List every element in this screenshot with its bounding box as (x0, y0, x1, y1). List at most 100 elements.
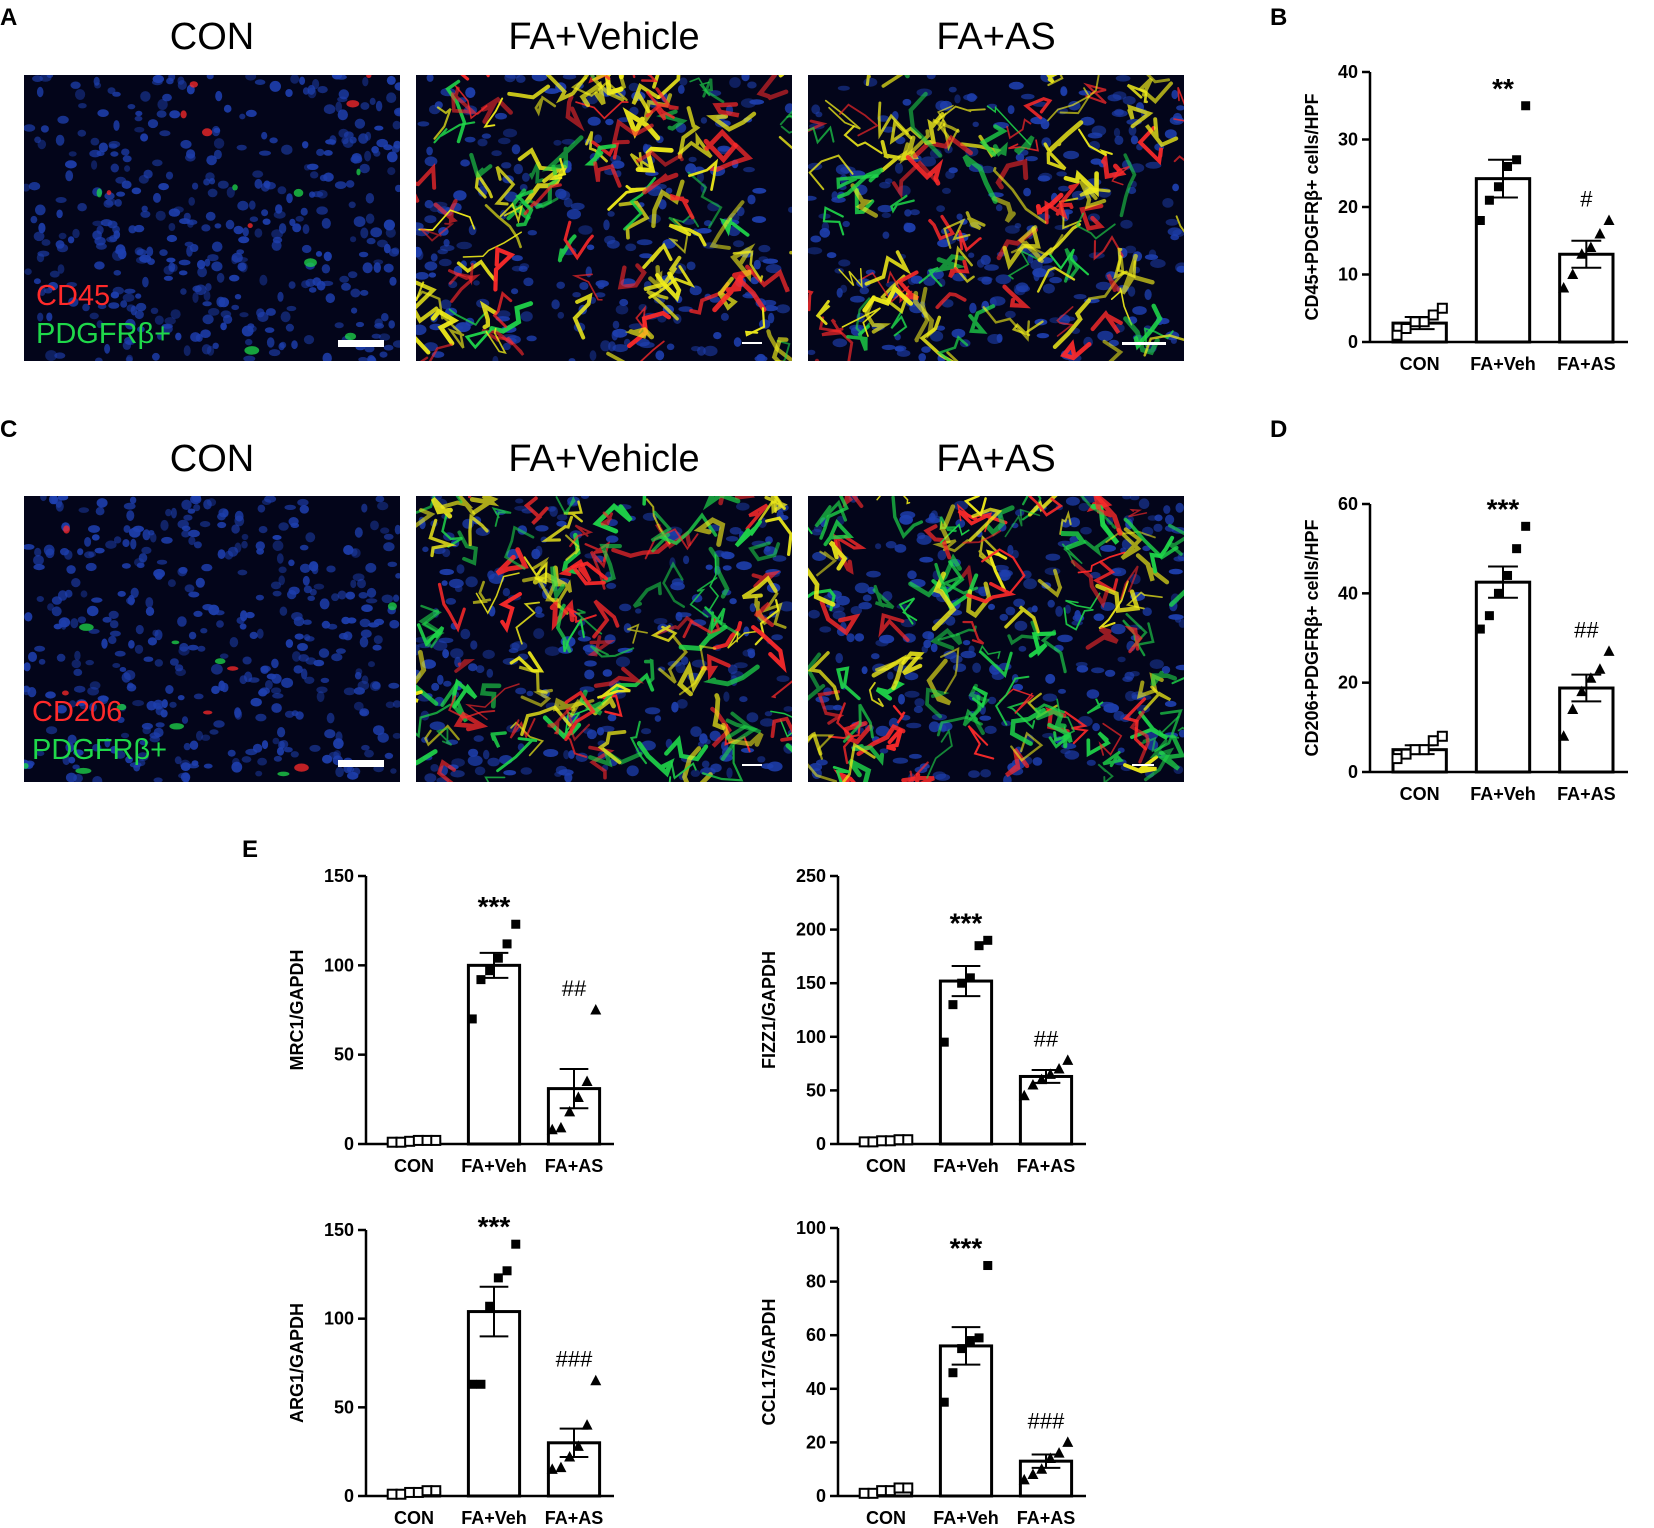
column-title-fa-as-a: FA+AS (936, 16, 1056, 58)
y-tick-label: 0 (816, 1134, 826, 1154)
panel-label-c: C (0, 416, 18, 443)
data-point (1594, 663, 1606, 674)
data-point (572, 1440, 584, 1451)
micrograph-c-con (24, 496, 400, 782)
column-title-fa-vehicle-c: FA+Vehicle (508, 438, 700, 480)
data-point (939, 1037, 949, 1047)
scale-bar-c-fa-vehicle (742, 764, 762, 766)
data-point (430, 1134, 442, 1146)
data-point (395, 1136, 407, 1148)
scale-bar-a-con (338, 340, 384, 347)
data-point (1053, 1062, 1065, 1074)
y-tick-label: 40 (1338, 62, 1358, 82)
data-point (965, 1336, 975, 1346)
bar-fa-veh (1474, 580, 1532, 774)
data-point (1418, 744, 1430, 756)
y-tick-label: 150 (324, 1220, 354, 1240)
data-point (1603, 645, 1615, 656)
data-point (1027, 1468, 1039, 1480)
y-tick-label: 20 (1338, 673, 1358, 693)
y-tick-label: 80 (806, 1272, 826, 1292)
data-point (867, 1136, 879, 1148)
data-point (1521, 521, 1531, 531)
data-point (1512, 155, 1522, 165)
bar-fa-veh (1474, 177, 1532, 344)
data-point (1503, 162, 1513, 171)
chart-e-mrc1: 0 50 100 150 MRC1/GAPDH CON *** FA+Veh ## FA+AS (287, 866, 614, 1176)
micrograph-c-fa-as (808, 496, 1184, 782)
column-title-con-a: CON (169, 16, 255, 58)
category-label: CON (866, 1508, 906, 1528)
data-point (485, 1301, 495, 1311)
category-label: FA+Veh (461, 1156, 527, 1176)
data-point (1027, 1079, 1039, 1090)
bar-fa-as (546, 1441, 602, 1498)
data-point (1062, 1054, 1074, 1065)
data-point (858, 1487, 870, 1499)
y-tick-label: 50 (334, 1397, 354, 1417)
data-point (1400, 323, 1412, 334)
micrograph-c-fa-vehicle (416, 496, 792, 782)
bar-con (1391, 748, 1448, 774)
category-label: FA+AS (1017, 1508, 1076, 1528)
significance-marker: ** (1492, 73, 1514, 104)
data-point (1484, 611, 1494, 621)
stain-label-pdgfrb-c: PDGFRβ+ (32, 734, 168, 766)
y-tick-label: 0 (344, 1134, 354, 1154)
data-point (581, 1075, 593, 1086)
data-point (493, 1273, 503, 1283)
y-axis-label: CCL17/GAPDH (759, 1298, 779, 1425)
data-point (1576, 685, 1588, 697)
category-label: FA+Veh (1470, 354, 1536, 374)
y-axis-label: CD45+PDGFRβ+ cells/HPF (1302, 93, 1322, 320)
data-point (590, 1374, 602, 1386)
y-tick-label: 20 (1338, 197, 1358, 217)
data-point (546, 1463, 558, 1474)
column-title-fa-vehicle-a: FA+Vehicle (508, 16, 700, 58)
data-point (858, 1136, 870, 1148)
y-tick-label: 100 (796, 1218, 826, 1238)
data-point (1036, 1463, 1048, 1474)
data-point (1603, 214, 1615, 225)
data-point (1436, 730, 1448, 742)
category-label: FA+AS (1557, 354, 1616, 374)
stain-label-cd45: CD45 (36, 280, 111, 312)
data-point (965, 973, 975, 983)
data-point (564, 1450, 576, 1462)
y-tick-label: 30 (1338, 130, 1358, 150)
panel-label-e: E (242, 836, 259, 863)
data-point (1484, 195, 1494, 205)
y-tick-label: 40 (1338, 583, 1358, 603)
y-tick-label: 100 (324, 1309, 354, 1329)
panel-label-d: D (1270, 416, 1288, 443)
significance-marker: # (1580, 187, 1593, 212)
significance-marker: ### (556, 1347, 593, 1372)
y-axis-label: FIZZ1/GAPDH (759, 951, 779, 1069)
bar-fa-as (1018, 1459, 1074, 1498)
data-point (867, 1487, 879, 1499)
y-axis-label: CD206+PDGFRβ+ cells/HPF (1302, 519, 1322, 756)
stain-label-pdgfrb-a: PDGFRβ+ (36, 318, 172, 350)
bar-con (858, 1489, 914, 1498)
chart-e-ccl17: 0 20 40 60 80 100 CCL17/GAPDH CON *** FA+Veh ### FA… (759, 1218, 1086, 1528)
data-point (1567, 703, 1579, 714)
data-point (386, 1488, 398, 1500)
significance-marker: ## (1574, 617, 1599, 642)
bar-fa-veh (938, 979, 994, 1146)
data-point (502, 939, 512, 949)
significance-marker: ## (1034, 1026, 1059, 1051)
y-tick-label: 0 (1348, 762, 1358, 782)
data-point (476, 1379, 486, 1389)
micrograph-a-fa-vehicle (416, 75, 792, 361)
significance-marker: *** (950, 907, 983, 938)
category-label: FA+Veh (933, 1508, 999, 1528)
data-point (957, 1344, 967, 1354)
data-point (1018, 1473, 1030, 1485)
y-tick-label: 20 (806, 1432, 826, 1452)
y-tick-label: 60 (806, 1325, 826, 1345)
data-point (1503, 570, 1513, 580)
significance-marker: *** (478, 1211, 511, 1242)
data-point (1400, 748, 1412, 760)
data-point (467, 1014, 477, 1024)
significance-marker: *** (1487, 493, 1520, 524)
